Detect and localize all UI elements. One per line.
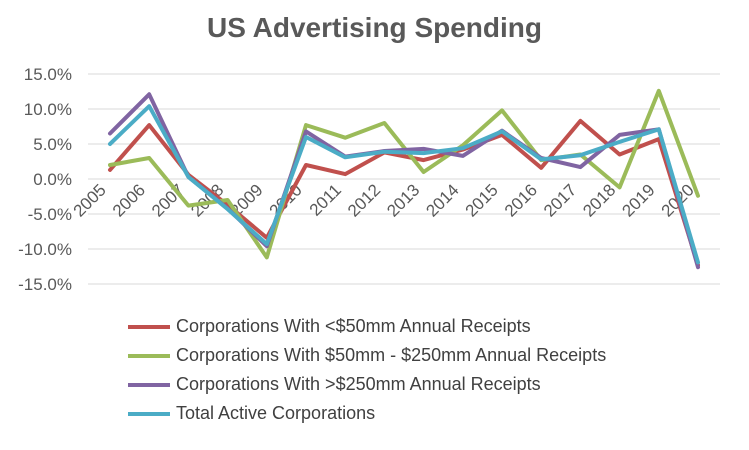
legend-swatch (128, 353, 170, 358)
y-tick-label: -5.0% (28, 205, 72, 224)
series-lines (108, 88, 700, 270)
legend-swatch (128, 411, 170, 416)
series-4 (108, 104, 700, 265)
y-tick-label: 15.0% (24, 65, 72, 84)
legend-label: Corporations With $50mm - $250mm Annual … (176, 345, 607, 365)
y-tick-label: 10.0% (24, 100, 72, 119)
x-tick-label: 2017 (540, 180, 580, 220)
legend: Corporations With <$50mm Annual Receipts… (128, 312, 606, 428)
x-tick-label: 2005 (70, 180, 110, 220)
y-tick-label: -10.0% (18, 240, 72, 259)
legend-item: Corporations With <$50mm Annual Receipts (128, 312, 606, 341)
x-tick-label: 2013 (383, 180, 423, 220)
legend-label: Total Active Corporations (176, 403, 376, 423)
chart-title: US Advertising Spending (207, 12, 542, 43)
x-tick-label: 2006 (109, 180, 149, 220)
x-axis-tick-labels: 2005 2006 2007 2008 2009 2010 2011 2012 2013 2014… (70, 180, 698, 220)
y-tick-label: 0.0% (33, 170, 72, 189)
x-tick-label: 2014 (422, 180, 462, 220)
legend-item: Corporations With >$250mm Annual Receipt… (128, 370, 606, 399)
x-tick-label: 2015 (462, 180, 502, 220)
series-2 (108, 88, 700, 260)
x-tick-label: 2012 (344, 180, 384, 220)
x-tick-label: 2019 (618, 180, 658, 220)
y-tick-label: 5.0% (33, 135, 72, 154)
series-line (108, 88, 700, 260)
legend-label: Corporations With <$50mm Annual Receipts (176, 316, 531, 336)
series-line (108, 118, 700, 268)
legend-swatch (128, 324, 170, 329)
y-axis-tick-labels: 15.0% 10.0% 5.0% 0.0% -5.0% -10.0% -15.0% (18, 65, 72, 294)
y-tick-label: -15.0% (18, 275, 72, 294)
line-chart: 15.0% 10.0% 5.0% 0.0% -5.0% -10.0% -15.0% 2005… (18, 65, 720, 294)
gridlines (88, 73, 720, 285)
legend-item: Total Active Corporations (128, 399, 606, 428)
series-line (108, 104, 700, 265)
legend-label: Corporations With >$250mm Annual Receipt… (176, 374, 541, 394)
legend-swatch (128, 382, 170, 387)
x-tick-label: 2016 (501, 180, 541, 220)
x-tick-label: 2018 (579, 180, 619, 220)
legend-item: Corporations With $50mm - $250mm Annual … (128, 341, 606, 370)
